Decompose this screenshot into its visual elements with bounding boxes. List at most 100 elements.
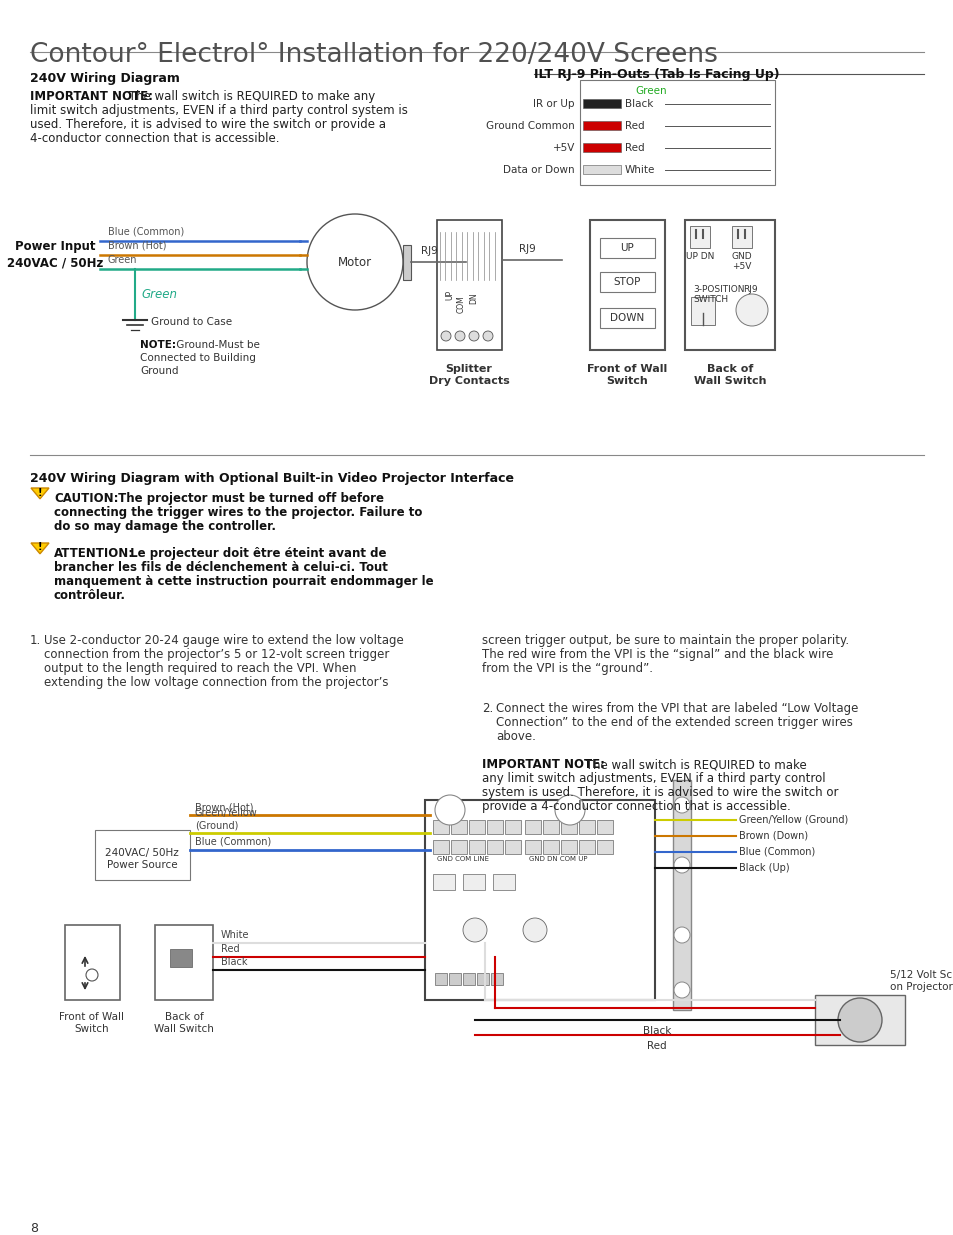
Text: Ground: Ground xyxy=(140,366,178,375)
Text: !: ! xyxy=(38,542,42,552)
Bar xyxy=(451,840,467,853)
Bar xyxy=(436,220,501,350)
Text: GND
+5V: GND +5V xyxy=(731,252,752,272)
Bar xyxy=(582,143,620,152)
Text: Power Input
240VAC / 50Hz: Power Input 240VAC / 50Hz xyxy=(7,240,103,270)
Text: Blue (Common): Blue (Common) xyxy=(194,837,271,847)
Text: Le projecteur doit être éteint avant de: Le projecteur doit être éteint avant de xyxy=(126,547,386,559)
Bar xyxy=(582,165,620,174)
Circle shape xyxy=(435,795,464,825)
Text: The red wire from the VPI is the “signal” and the black wire: The red wire from the VPI is the “signal… xyxy=(481,648,833,661)
Text: GND COM LINE: GND COM LINE xyxy=(436,856,489,862)
Bar xyxy=(582,121,620,130)
Bar xyxy=(597,840,613,853)
Text: UP DN: UP DN xyxy=(685,252,714,261)
Bar xyxy=(542,820,558,834)
Bar xyxy=(731,226,751,248)
Text: RJ9: RJ9 xyxy=(518,245,536,254)
Bar xyxy=(599,238,655,258)
Text: NOTE:: NOTE: xyxy=(140,340,175,350)
Text: screen trigger output, be sure to maintain the proper polarity.: screen trigger output, be sure to mainta… xyxy=(481,634,848,647)
Text: IMPORTANT NOTE:: IMPORTANT NOTE: xyxy=(30,90,152,103)
Text: Green: Green xyxy=(635,86,666,96)
Bar xyxy=(476,973,489,986)
Text: connecting the trigger wires to the projector. Failure to: connecting the trigger wires to the proj… xyxy=(54,506,422,519)
Circle shape xyxy=(673,927,689,944)
Bar xyxy=(560,820,577,834)
Bar xyxy=(486,840,502,853)
Bar xyxy=(451,820,467,834)
Circle shape xyxy=(462,918,486,942)
Bar xyxy=(690,296,714,325)
Text: extending the low voltage connection from the projector’s: extending the low voltage connection fro… xyxy=(44,676,388,689)
Bar xyxy=(578,820,595,834)
Text: connection from the projector’s 5 or 12-volt screen trigger: connection from the projector’s 5 or 12-… xyxy=(44,648,389,661)
Bar xyxy=(560,840,577,853)
Text: Connection” to the end of the extended screen trigger wires: Connection” to the end of the extended s… xyxy=(496,716,852,729)
Bar xyxy=(435,973,447,986)
Polygon shape xyxy=(30,488,49,499)
Bar xyxy=(504,820,520,834)
Text: Ground Common: Ground Common xyxy=(486,121,575,131)
Bar xyxy=(95,830,190,881)
Bar xyxy=(599,308,655,329)
Text: 240V Wiring Diagram: 240V Wiring Diagram xyxy=(30,72,180,85)
Text: limit switch adjustments, EVEN if a third party control system is: limit switch adjustments, EVEN if a thir… xyxy=(30,104,408,117)
Text: Front of Wall
Switch: Front of Wall Switch xyxy=(586,364,666,385)
Text: IR or Up: IR or Up xyxy=(533,99,575,109)
Bar xyxy=(433,840,449,853)
Text: manquement à cette instruction pourrait endommager le: manquement à cette instruction pourrait … xyxy=(54,576,434,588)
Text: Green/Yellow (Ground): Green/Yellow (Ground) xyxy=(739,815,847,825)
Text: 3-POSITION
SWITCH: 3-POSITION SWITCH xyxy=(692,285,743,304)
Text: Green/Yellow
(Ground): Green/Yellow (Ground) xyxy=(194,809,257,830)
Text: 8: 8 xyxy=(30,1221,38,1235)
Bar xyxy=(433,874,455,890)
Text: The wall switch is REQUIRED to make any: The wall switch is REQUIRED to make any xyxy=(125,90,375,103)
Bar xyxy=(524,820,540,834)
Text: ILT RJ-9 Pin-Outs (Tab Is Facing Up): ILT RJ-9 Pin-Outs (Tab Is Facing Up) xyxy=(534,68,779,82)
Circle shape xyxy=(522,918,546,942)
Text: Brown (Down): Brown (Down) xyxy=(739,831,807,841)
Bar xyxy=(469,840,484,853)
Text: Data or Down: Data or Down xyxy=(503,165,575,175)
Bar xyxy=(524,840,540,853)
Text: used. Therefore, it is advised to wire the switch or provide a: used. Therefore, it is advised to wire t… xyxy=(30,119,386,131)
Text: Green: Green xyxy=(108,254,137,266)
Text: Red: Red xyxy=(624,121,644,131)
Text: Black: Black xyxy=(624,99,653,109)
Bar xyxy=(402,245,411,280)
Text: Green: Green xyxy=(141,288,177,300)
Text: RJ9: RJ9 xyxy=(420,246,437,256)
Text: 2.: 2. xyxy=(481,701,493,715)
Bar xyxy=(424,800,655,1000)
Text: 4-conductor connection that is accessible.: 4-conductor connection that is accessibl… xyxy=(30,132,279,144)
Text: Contour° Electrol° Installation for 220/240V Screens: Contour° Electrol° Installation for 220/… xyxy=(30,42,717,68)
Bar xyxy=(170,948,192,967)
Text: Connected to Building: Connected to Building xyxy=(140,353,255,363)
Text: STOP: STOP xyxy=(613,277,640,287)
Circle shape xyxy=(307,214,402,310)
Bar xyxy=(65,925,120,1000)
Text: +5V: +5V xyxy=(552,143,575,153)
Text: Red: Red xyxy=(646,1041,666,1051)
Text: RJ9: RJ9 xyxy=(742,285,757,294)
Text: Red: Red xyxy=(624,143,644,153)
Circle shape xyxy=(673,857,689,873)
Text: Connect the wires from the VPI that are labeled “Low Voltage: Connect the wires from the VPI that are … xyxy=(496,701,858,715)
Text: do so may damage the controller.: do so may damage the controller. xyxy=(54,520,275,534)
Text: DN: DN xyxy=(469,291,477,304)
Text: Motor: Motor xyxy=(337,256,372,268)
Circle shape xyxy=(86,969,98,981)
Bar xyxy=(672,781,690,1010)
Text: contrôleur.: contrôleur. xyxy=(54,589,126,601)
Bar xyxy=(684,220,774,350)
Circle shape xyxy=(673,797,689,813)
Bar xyxy=(579,80,774,185)
Text: White: White xyxy=(624,165,655,175)
Text: IMPORTANT NOTE:: IMPORTANT NOTE: xyxy=(481,758,604,771)
Text: Blue (Common): Blue (Common) xyxy=(108,227,184,237)
Bar xyxy=(578,840,595,853)
Text: 5/12 Volt Screen Trigger
on Projector: 5/12 Volt Screen Trigger on Projector xyxy=(889,969,953,992)
Text: DOWN: DOWN xyxy=(609,312,643,324)
Text: Black: Black xyxy=(221,957,247,967)
